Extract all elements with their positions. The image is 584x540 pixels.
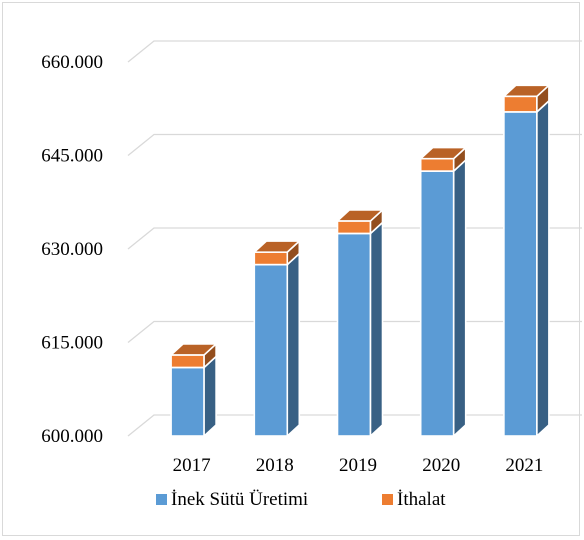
y-tick-label: 645.000 [41,146,103,167]
bar-ithalat [335,208,385,236]
bar-ithalat [252,239,302,267]
bar-ithalat [169,342,219,370]
legend-label: İnek Sütü Üretimi [171,489,308,510]
legend-label: İthalat [397,489,446,510]
legend: İnek Sütü Üretimi İthalat [156,489,446,510]
bar-inek-sutu-uretimi [169,354,219,438]
x-tick-label: 2019 [339,455,377,476]
y-axis-ticks: 600.000 615.000 630.000 645.000 660.000 [41,52,103,447]
bars-layer [169,83,551,438]
bar-ithalat [418,145,468,173]
x-tick-label: 2020 [422,455,460,476]
x-axis-ticks: 2017 2018 2019 2020 2021 [173,455,544,476]
y-tick-label: 630.000 [41,239,103,260]
y-tick-label: 615.000 [41,333,103,354]
bar-inek-sutu-uretimi [252,251,302,438]
bar-inek-sutu-uretimi [501,99,551,438]
x-tick-label: 2018 [256,455,294,476]
legend-swatch [382,494,393,505]
gridline [127,133,582,157]
y-tick-label: 660.000 [41,52,103,73]
bar-inek-sutu-uretimi [418,158,468,438]
bar-inek-sutu-uretimi [335,220,385,438]
x-tick-label: 2017 [173,455,211,476]
legend-swatch [156,494,167,505]
gridline [127,40,582,63]
x-tick-label: 2021 [505,455,543,476]
y-tick-label: 600.000 [41,426,103,447]
bar-ithalat [501,83,551,114]
